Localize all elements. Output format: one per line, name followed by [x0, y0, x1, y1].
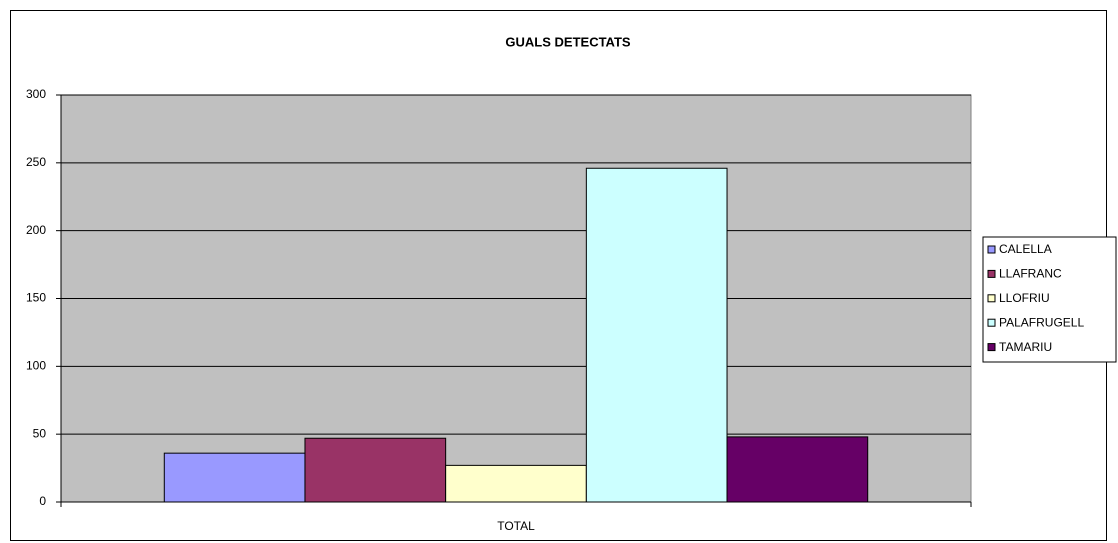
bar: [304, 437, 447, 503]
y-tick-label: 0: [39, 494, 46, 508]
y-tick-label: 150: [26, 291, 46, 305]
bar: [445, 464, 587, 503]
y-tick-label: 250: [26, 155, 46, 169]
legend-label: TAMARIU: [999, 340, 1052, 354]
y-tick-label: 300: [26, 87, 46, 101]
legend-box: [982, 236, 1117, 363]
chart-title: GUALS DETECTATS: [505, 34, 631, 49]
bar: [585, 167, 728, 503]
legend-label: LLOFRIU: [999, 291, 1050, 305]
legend-label: LLAFRANC: [999, 267, 1062, 281]
legend-swatch: [987, 245, 996, 254]
legend-swatch: [987, 343, 996, 352]
legend-swatch: [987, 318, 996, 327]
y-tick-label: 200: [26, 223, 46, 237]
legend-label: CALELLA: [999, 242, 1052, 256]
x-tick-label: TOTAL: [497, 519, 535, 533]
bar: [163, 452, 306, 503]
y-tick-label: 100: [26, 359, 46, 373]
legend-swatch: [987, 269, 996, 278]
legend-label: PALAFRUGELL: [999, 315, 1084, 329]
legend-swatch: [987, 294, 996, 303]
bar: [726, 436, 869, 503]
y-tick-label: 50: [33, 426, 47, 440]
